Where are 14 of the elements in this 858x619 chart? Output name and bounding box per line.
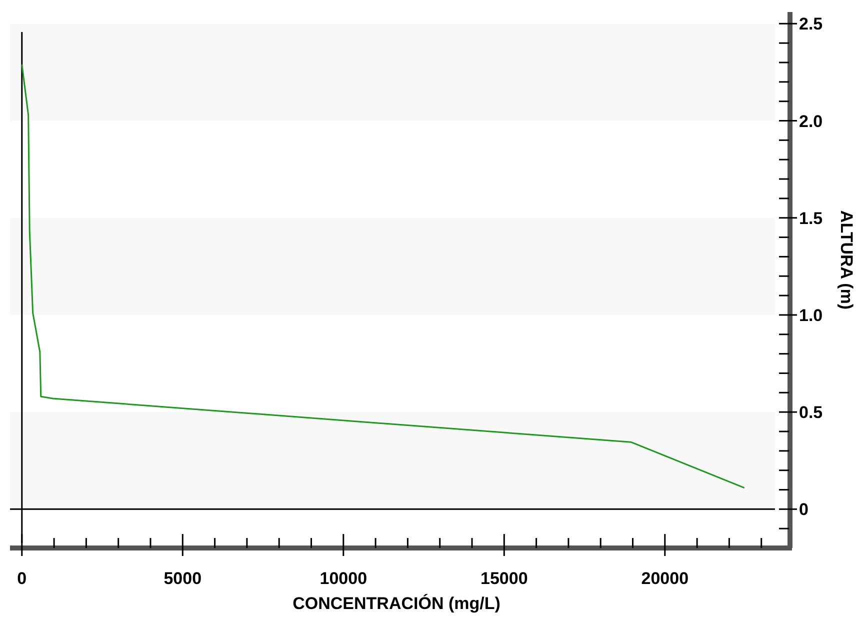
x-axis-title: CONCENTRACIÓN (mg/L) (292, 593, 500, 613)
y-tick-label: 0 (799, 500, 808, 520)
y-tick-label: 1.5 (799, 208, 823, 228)
y-tick-label: 0.5 (799, 403, 823, 422)
x-tick-label: 0 (17, 569, 27, 588)
y-tick-label: 2.0 (799, 112, 823, 131)
line-series (21, 64, 746, 489)
y-tick-label: 2.5 (799, 14, 823, 34)
y-axis-title: ALTURA (m) (837, 210, 856, 310)
x-tick-label: 20000 (641, 569, 689, 588)
x-tick-label: 10000 (320, 569, 368, 588)
x-tick-label: 5000 (164, 569, 202, 588)
y-tick-label: 1.0 (799, 306, 823, 325)
x-tick-label: 15000 (480, 569, 528, 588)
